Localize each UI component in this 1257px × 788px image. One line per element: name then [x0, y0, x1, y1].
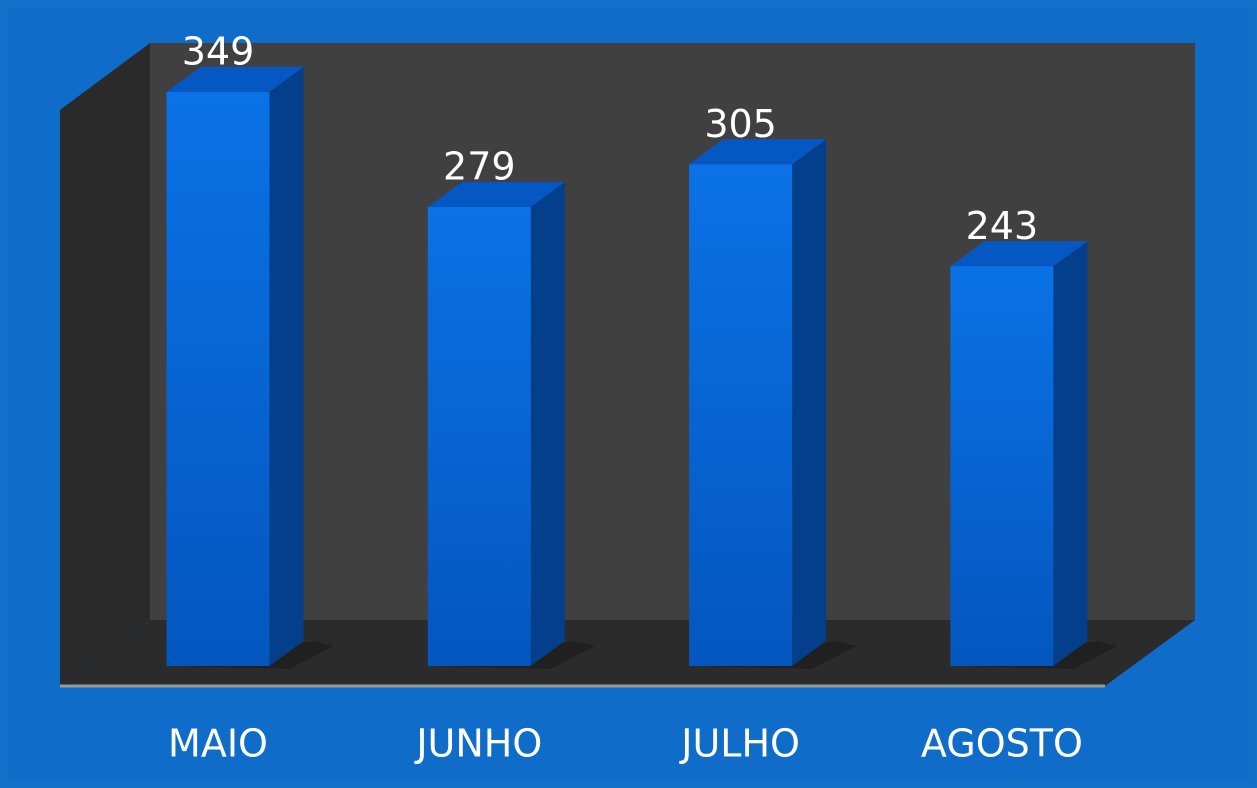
bar-top — [427, 182, 565, 208]
value-label: 279 — [443, 145, 516, 189]
side-wall — [60, 43, 150, 686]
value-label: 349 — [182, 29, 255, 73]
bar — [427, 207, 531, 667]
bar-top — [950, 241, 1088, 267]
floor — [60, 620, 1195, 686]
value-label: 243 — [966, 204, 1039, 248]
x-tick-label: MAIO — [168, 722, 268, 766]
x-tick-label: JUNHO — [414, 722, 542, 766]
bar-side — [269, 66, 304, 666]
bar — [689, 164, 793, 666]
bar-side — [530, 182, 565, 667]
bar-side — [792, 139, 827, 666]
bar — [950, 266, 1054, 666]
value-label: 305 — [704, 102, 777, 146]
bar-top — [689, 139, 827, 165]
bar-top — [166, 66, 304, 92]
bar-side — [1053, 241, 1088, 666]
bar — [166, 91, 270, 666]
x-tick-label: JULHO — [679, 722, 800, 766]
x-tick-label: AGOSTO — [921, 722, 1083, 766]
